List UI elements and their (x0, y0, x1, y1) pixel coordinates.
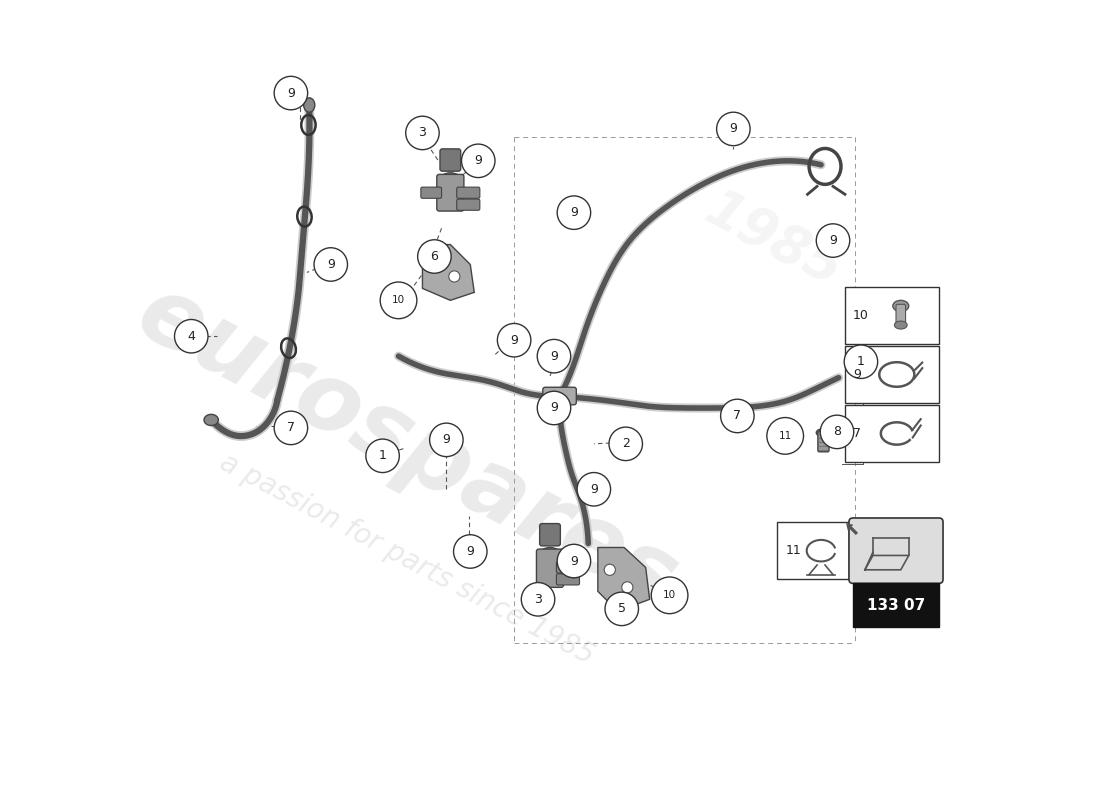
Circle shape (381, 282, 417, 318)
Ellipse shape (204, 414, 219, 426)
Ellipse shape (304, 98, 315, 112)
FancyBboxPatch shape (537, 549, 563, 587)
Text: 1: 1 (857, 355, 865, 368)
FancyBboxPatch shape (849, 518, 943, 583)
Circle shape (449, 271, 460, 282)
FancyBboxPatch shape (557, 562, 580, 573)
Circle shape (816, 224, 850, 258)
Circle shape (418, 240, 451, 274)
Text: 133 07: 133 07 (867, 598, 925, 613)
Circle shape (720, 399, 755, 433)
Text: 10: 10 (663, 590, 676, 600)
Circle shape (605, 592, 638, 626)
Ellipse shape (539, 547, 561, 563)
Circle shape (716, 112, 750, 146)
Circle shape (462, 144, 495, 178)
Text: 1: 1 (378, 450, 386, 462)
Text: 9: 9 (550, 402, 558, 414)
Circle shape (366, 439, 399, 473)
Circle shape (621, 582, 632, 593)
FancyBboxPatch shape (540, 523, 560, 546)
Circle shape (537, 391, 571, 425)
FancyBboxPatch shape (421, 187, 441, 198)
Text: 9: 9 (287, 86, 295, 99)
Text: 7: 7 (734, 410, 741, 422)
Circle shape (651, 577, 688, 614)
Text: 9: 9 (570, 206, 578, 219)
FancyBboxPatch shape (437, 174, 464, 211)
Circle shape (604, 564, 615, 575)
Circle shape (430, 423, 463, 457)
Circle shape (274, 411, 308, 445)
Text: 7: 7 (287, 422, 295, 434)
Text: 9: 9 (327, 258, 334, 271)
Circle shape (453, 534, 487, 568)
Text: 9: 9 (510, 334, 518, 346)
Circle shape (406, 116, 439, 150)
Text: 9: 9 (550, 350, 558, 362)
FancyBboxPatch shape (845, 286, 939, 344)
FancyBboxPatch shape (542, 387, 576, 405)
Ellipse shape (816, 429, 831, 437)
Ellipse shape (894, 321, 908, 329)
FancyBboxPatch shape (778, 522, 849, 579)
Text: 11: 11 (785, 544, 801, 557)
Text: 9: 9 (590, 482, 597, 496)
Text: 6: 6 (430, 250, 438, 263)
Text: 9: 9 (729, 122, 737, 135)
Text: 5: 5 (618, 602, 626, 615)
Polygon shape (597, 547, 650, 611)
Text: 9: 9 (829, 234, 837, 247)
Text: 10: 10 (392, 295, 405, 306)
Ellipse shape (439, 173, 462, 189)
Text: 9: 9 (852, 368, 861, 381)
Text: 9: 9 (466, 545, 474, 558)
Circle shape (537, 339, 571, 373)
Circle shape (558, 544, 591, 578)
Circle shape (821, 415, 854, 449)
Text: 9: 9 (442, 434, 450, 446)
Circle shape (767, 418, 803, 454)
Circle shape (578, 473, 610, 506)
Text: a passion for parts since 1985: a passion for parts since 1985 (214, 449, 598, 670)
Polygon shape (422, 245, 474, 300)
Circle shape (314, 248, 348, 282)
Text: 7: 7 (852, 427, 861, 440)
Circle shape (274, 76, 308, 110)
FancyBboxPatch shape (852, 583, 939, 627)
Circle shape (175, 319, 208, 353)
Text: 2: 2 (621, 438, 629, 450)
Text: eurospares: eurospares (121, 267, 692, 629)
FancyBboxPatch shape (845, 346, 939, 403)
Circle shape (844, 345, 878, 378)
Circle shape (521, 582, 554, 616)
FancyBboxPatch shape (440, 149, 461, 171)
FancyBboxPatch shape (896, 304, 905, 325)
FancyBboxPatch shape (551, 399, 569, 418)
FancyBboxPatch shape (557, 574, 580, 585)
Circle shape (609, 427, 642, 461)
FancyBboxPatch shape (818, 431, 829, 452)
FancyBboxPatch shape (456, 187, 480, 198)
Text: 9: 9 (570, 554, 578, 567)
Text: 11: 11 (779, 431, 792, 441)
Text: 1985: 1985 (696, 183, 850, 298)
Text: 10: 10 (852, 309, 869, 322)
FancyBboxPatch shape (456, 199, 480, 210)
FancyArrow shape (846, 523, 858, 535)
Text: 4: 4 (187, 330, 195, 342)
Circle shape (429, 259, 440, 270)
Text: 8: 8 (833, 426, 842, 438)
Text: 9: 9 (474, 154, 482, 167)
FancyBboxPatch shape (845, 405, 939, 462)
Circle shape (558, 196, 591, 230)
Text: 3: 3 (418, 126, 427, 139)
Circle shape (497, 323, 531, 357)
Ellipse shape (893, 300, 909, 311)
Text: 3: 3 (535, 593, 542, 606)
